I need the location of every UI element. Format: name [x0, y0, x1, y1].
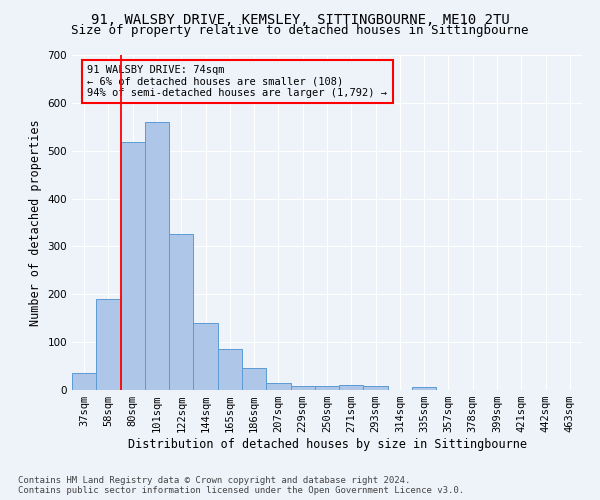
Bar	[364, 386, 388, 390]
Bar	[266, 384, 290, 390]
Text: Size of property relative to detached houses in Sittingbourne: Size of property relative to detached ho…	[71, 24, 529, 37]
Bar	[218, 350, 242, 390]
Text: 91 WALSBY DRIVE: 74sqm
← 6% of detached houses are smaller (108)
94% of semi-det: 91 WALSBY DRIVE: 74sqm ← 6% of detached …	[88, 65, 388, 98]
Bar	[193, 323, 218, 390]
Bar	[339, 385, 364, 390]
X-axis label: Distribution of detached houses by size in Sittingbourne: Distribution of detached houses by size …	[128, 438, 527, 451]
Bar	[96, 299, 121, 390]
Bar	[169, 234, 193, 390]
Y-axis label: Number of detached properties: Number of detached properties	[29, 119, 42, 326]
Bar	[242, 368, 266, 390]
Text: 91, WALSBY DRIVE, KEMSLEY, SITTINGBOURNE, ME10 2TU: 91, WALSBY DRIVE, KEMSLEY, SITTINGBOURNE…	[91, 12, 509, 26]
Bar	[315, 386, 339, 390]
Text: Contains HM Land Registry data © Crown copyright and database right 2024.: Contains HM Land Registry data © Crown c…	[18, 476, 410, 485]
Bar	[72, 373, 96, 390]
Bar	[290, 386, 315, 390]
Bar	[412, 386, 436, 390]
Text: Contains public sector information licensed under the Open Government Licence v3: Contains public sector information licen…	[18, 486, 464, 495]
Bar	[145, 122, 169, 390]
Bar	[121, 142, 145, 390]
